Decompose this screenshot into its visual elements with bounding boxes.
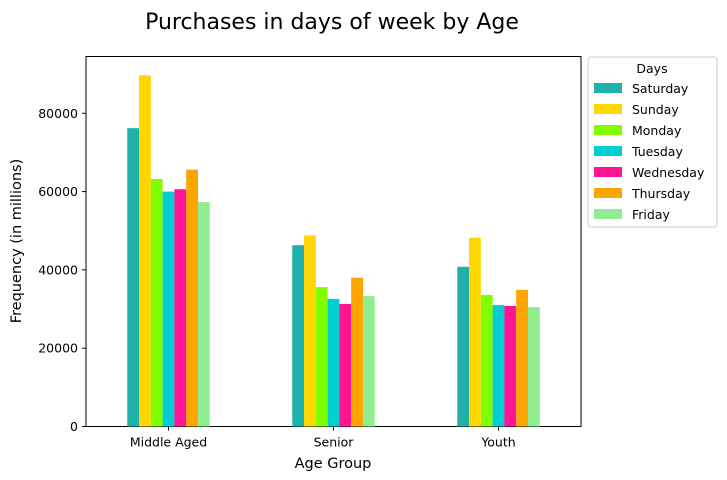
bar-thursday-middle-aged (186, 169, 198, 427)
legend-swatch-saturday (594, 83, 622, 93)
y-axis-label: Frequency (in millions) (9, 159, 25, 324)
y-tick-label: 60000 (38, 184, 78, 199)
legend: Days Saturday Sunday Monday Tuesday Wednesda… (587, 56, 718, 228)
x-tick-label: Youth (480, 435, 515, 450)
legend-swatch-monday (594, 125, 622, 135)
legend-label-thursday: Thursday (631, 186, 691, 201)
legend-label-saturday: Saturday (632, 81, 689, 96)
bar-wednesday-middle-aged (174, 189, 187, 427)
x-axis: Middle Aged Senior Youth (130, 426, 516, 450)
y-axis: 0 20000 40000 60000 80000 (38, 106, 86, 434)
legend-title: Days (636, 61, 667, 76)
legend-box (587, 56, 718, 228)
bar-sunday-youth (469, 237, 481, 427)
bar-monday-senior (315, 287, 328, 427)
bar-friday-senior (362, 296, 375, 427)
bar-monday-youth (480, 294, 493, 427)
bar-thursday-senior (351, 277, 363, 427)
legend-swatch-sunday (594, 104, 622, 114)
bar-thursday-youth (516, 289, 528, 427)
bar-tuesday-youth (492, 305, 505, 427)
bar-tuesday-senior (327, 298, 340, 427)
y-tick-label: 80000 (38, 106, 78, 121)
legend-swatch-friday (594, 209, 622, 219)
legend-label-friday: Friday (632, 207, 670, 222)
legend-swatch-wednesday (594, 167, 622, 177)
bar-tuesday-middle-aged (162, 191, 175, 427)
bar-friday-middle-aged (197, 202, 210, 427)
y-tick-label: 40000 (38, 262, 78, 277)
bar-sunday-senior (304, 235, 316, 427)
x-tick-label: Senior (314, 435, 355, 450)
bars-group (127, 75, 540, 427)
legend-label-wednesday: Wednesday (632, 165, 705, 180)
legend-label-monday: Monday (632, 123, 682, 138)
legend-label-tuesday: Tuesday (631, 144, 683, 159)
x-axis-label: Age Group (295, 456, 372, 472)
bar-wednesday-senior (339, 303, 352, 427)
chart-title: Purchases in days of week by Age (145, 10, 519, 35)
bar-sunday-middle-aged (139, 75, 151, 427)
bar-monday-middle-aged (150, 179, 163, 427)
y-tick-label: 20000 (38, 341, 78, 356)
legend-swatch-thursday (594, 188, 622, 198)
y-tick-label: 0 (70, 419, 78, 434)
bar-saturday-senior (292, 245, 305, 427)
bar-saturday-middle-aged (127, 128, 140, 427)
legend-swatch-tuesday (594, 146, 622, 156)
x-tick-label: Middle Aged (130, 435, 207, 450)
legend-label-sunday: Sunday (632, 102, 679, 117)
bar-saturday-youth (457, 266, 470, 427)
bar-wednesday-youth (504, 305, 517, 427)
bar-friday-youth (527, 307, 540, 427)
